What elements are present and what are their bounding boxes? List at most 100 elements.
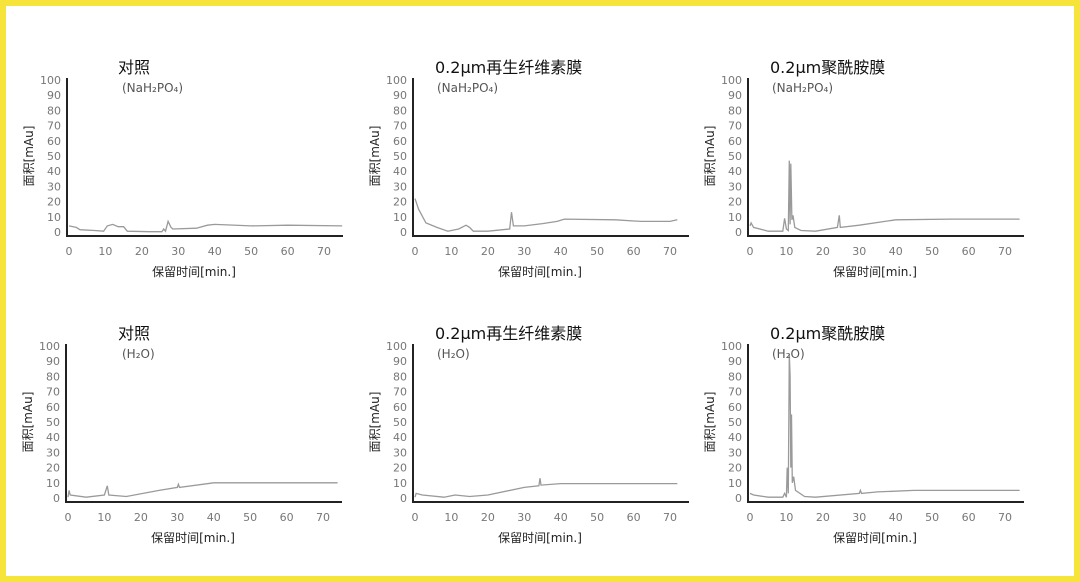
y-tick-label: 80 bbox=[393, 370, 407, 383]
chart-title: 0.2μm再生纤维素膜 bbox=[435, 324, 583, 343]
y-tick-label: 90 bbox=[728, 355, 742, 368]
y-tick-label: 60 bbox=[47, 135, 61, 148]
y-tick-label: 0 bbox=[735, 492, 742, 505]
x-axis-label: 保留时间[min.] bbox=[498, 265, 582, 279]
chart-title: 对照 bbox=[118, 58, 151, 77]
chromatogram-trace bbox=[414, 478, 678, 498]
y-axis-label: 面积[mAu] bbox=[368, 392, 382, 453]
x-tick-label: 20 bbox=[481, 511, 495, 524]
y-tick-label: 0 bbox=[400, 492, 407, 505]
y-tick-label: 30 bbox=[728, 446, 742, 459]
x-axis-label: 保留时间[min.] bbox=[498, 531, 582, 545]
x-tick-label: 50 bbox=[925, 245, 939, 258]
y-tick-label: 10 bbox=[393, 211, 407, 224]
x-tick-label: 70 bbox=[317, 245, 331, 258]
y-tick-label: 40 bbox=[393, 431, 407, 444]
y-tick-label: 0 bbox=[54, 226, 61, 239]
x-tick-label: 40 bbox=[207, 511, 221, 524]
x-axis-label: 保留时间[min.] bbox=[833, 265, 917, 279]
x-tick-label: 50 bbox=[590, 511, 604, 524]
y-tick-label: 40 bbox=[46, 431, 60, 444]
y-axis-label: 面积[mAu] bbox=[703, 392, 717, 453]
y-tick-label: 100 bbox=[721, 340, 742, 353]
y-tick-label: 30 bbox=[728, 180, 742, 193]
y-tick-label: 70 bbox=[47, 120, 61, 133]
y-tick-label: 60 bbox=[728, 401, 742, 414]
x-tick-label: 0 bbox=[747, 245, 754, 258]
x-tick-label: 40 bbox=[889, 245, 903, 258]
x-tick-label: 50 bbox=[925, 511, 939, 524]
y-tick-label: 80 bbox=[728, 370, 742, 383]
x-tick-label: 30 bbox=[852, 511, 866, 524]
y-tick-label: 20 bbox=[393, 462, 407, 475]
chart-title: 0.2μm聚酰胺膜 bbox=[770, 58, 886, 77]
chromatogram-panel: 0 10 20 30 40 50 60 70 80 90 100 0 10 20 30 40 50 60 70 保留时… bbox=[19, 50, 349, 282]
x-tick-label: 60 bbox=[280, 511, 294, 524]
chart-subtitle: (NaH₂PO₄) bbox=[437, 81, 499, 95]
x-tick-label: 0 bbox=[747, 511, 754, 524]
y-tick-label: 90 bbox=[47, 89, 61, 102]
y-tick-label: 80 bbox=[728, 104, 742, 117]
y-tick-label: 20 bbox=[46, 462, 60, 475]
chart-svg: 0 10 20 30 40 50 60 70 80 90 100 0 10 20 30 40 50 60 70 保留时… bbox=[22, 74, 343, 279]
chromatogram-panel: 0 10 20 30 40 50 60 70 80 90 100 0 10 20 30 40 50 60 70 保留时… bbox=[18, 316, 348, 548]
y-tick-label: 70 bbox=[393, 386, 407, 399]
chart-subtitle: (NaH₂PO₄) bbox=[122, 81, 184, 95]
y-tick-label: 70 bbox=[46, 386, 60, 399]
x-axis-label: 保留时间[min.] bbox=[151, 531, 235, 545]
chromatogram-trace bbox=[67, 482, 338, 498]
x-tick-label: 20 bbox=[816, 511, 830, 524]
y-tick-label: 0 bbox=[400, 226, 407, 239]
y-tick-label: 80 bbox=[47, 104, 61, 117]
chart-subtitle: (NaH₂PO₄) bbox=[772, 81, 834, 95]
y-tick-label: 100 bbox=[40, 74, 61, 87]
y-tick-label: 70 bbox=[728, 386, 742, 399]
chromatogram-panel: 0 10 20 30 40 50 60 70 80 90 100 0 10 20 30 40 50 60 70 保留时… bbox=[365, 316, 695, 548]
y-tick-label: 50 bbox=[46, 416, 60, 429]
x-tick-label: 10 bbox=[779, 245, 793, 258]
y-tick-label: 90 bbox=[728, 89, 742, 102]
x-tick-label: 0 bbox=[412, 245, 419, 258]
y-axis-label: 面积[mAu] bbox=[368, 126, 382, 187]
x-tick-label: 40 bbox=[208, 245, 222, 258]
y-tick-label: 40 bbox=[728, 165, 742, 178]
x-tick-label: 10 bbox=[444, 245, 458, 258]
chromatogram-trace bbox=[414, 198, 678, 232]
y-tick-label: 80 bbox=[393, 104, 407, 117]
chart-svg: 0 10 20 30 40 50 60 70 80 90 100 0 10 20 30 40 50 60 70 保留时… bbox=[21, 340, 342, 545]
y-tick-label: 0 bbox=[735, 226, 742, 239]
y-tick-label: 10 bbox=[728, 477, 742, 490]
y-tick-label: 80 bbox=[46, 370, 60, 383]
y-tick-label: 100 bbox=[386, 340, 407, 353]
x-tick-label: 0 bbox=[65, 511, 72, 524]
y-tick-label: 90 bbox=[393, 355, 407, 368]
y-tick-label: 60 bbox=[393, 135, 407, 148]
chart-svg: 0 10 20 30 40 50 60 70 80 90 100 0 10 20 30 40 50 60 70 保留时… bbox=[703, 340, 1024, 545]
y-tick-label: 50 bbox=[728, 416, 742, 429]
x-tick-label: 60 bbox=[627, 245, 641, 258]
y-tick-label: 0 bbox=[53, 492, 60, 505]
x-tick-label: 30 bbox=[171, 245, 185, 258]
y-tick-label: 30 bbox=[393, 180, 407, 193]
x-tick-label: 60 bbox=[962, 245, 976, 258]
x-tick-label: 60 bbox=[627, 511, 641, 524]
chart-svg: 0 10 20 30 40 50 60 70 80 90 100 0 10 20 30 40 50 60 70 保留时… bbox=[703, 74, 1024, 279]
y-tick-label: 10 bbox=[46, 477, 60, 490]
y-tick-label: 70 bbox=[728, 120, 742, 133]
y-axis-label: 面积[mAu] bbox=[703, 126, 717, 187]
x-tick-label: 70 bbox=[998, 245, 1012, 258]
chart-svg: 0 10 20 30 40 50 60 70 80 90 100 0 10 20 30 40 50 60 70 保留时… bbox=[368, 74, 689, 279]
y-tick-label: 20 bbox=[728, 462, 742, 475]
x-tick-label: 50 bbox=[243, 511, 257, 524]
y-tick-label: 50 bbox=[47, 150, 61, 163]
y-tick-label: 10 bbox=[728, 211, 742, 224]
x-tick-label: 50 bbox=[244, 245, 258, 258]
chromatogram-trace bbox=[749, 160, 1020, 232]
y-tick-label: 30 bbox=[46, 446, 60, 459]
x-tick-label: 60 bbox=[962, 511, 976, 524]
y-axis-label: 面积[mAu] bbox=[21, 392, 35, 453]
x-tick-label: 70 bbox=[663, 245, 677, 258]
y-tick-label: 100 bbox=[386, 74, 407, 87]
x-tick-label: 0 bbox=[412, 511, 419, 524]
